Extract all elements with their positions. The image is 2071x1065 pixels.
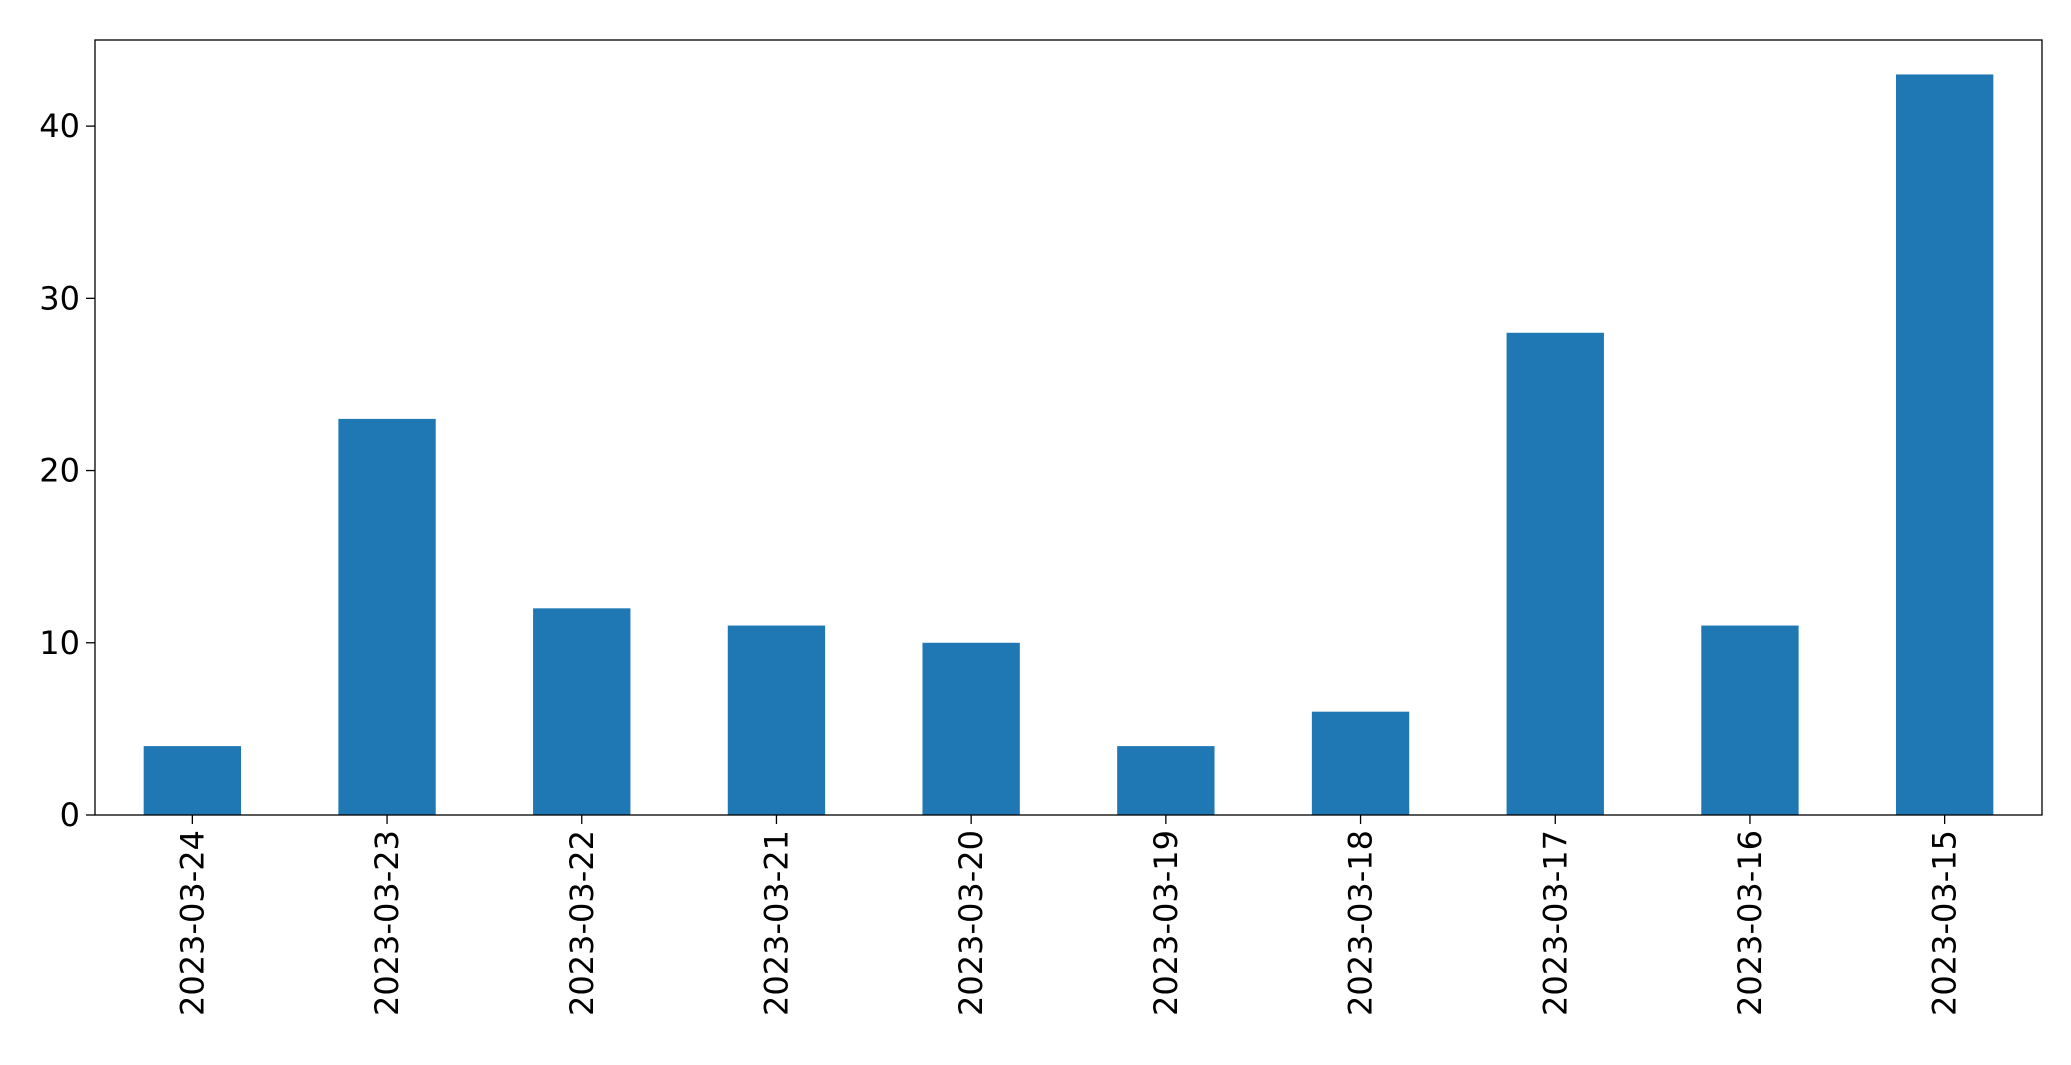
x-tick-label: 2023-03-19 <box>1147 830 1185 1016</box>
bar-2023-03-18 <box>1311 711 1410 815</box>
y-tick-label: 10 <box>39 624 80 662</box>
bar-2023-03-19 <box>1117 746 1215 815</box>
bar-2023-03-15 <box>1895 74 1994 815</box>
bar-2023-03-23 <box>338 418 436 815</box>
x-tick-label: 2023-03-23 <box>368 830 406 1016</box>
bars-layer <box>143 74 1994 815</box>
bar-2023-03-21 <box>727 625 826 815</box>
x-tick-label: 2023-03-16 <box>1731 830 1769 1016</box>
ticks-layer: 0 10 20 30 40 2023-03-24 2023-03-23 2023-03-22 2… <box>39 107 1963 1016</box>
x-tick-label: 2023-03-21 <box>757 830 795 1016</box>
bar-2023-03-17 <box>1506 332 1604 815</box>
bar-2023-03-22 <box>533 608 631 815</box>
bar-2023-03-24 <box>143 746 242 815</box>
plot-frame <box>94 39 2043 816</box>
y-tick-label: 0 <box>60 796 80 834</box>
y-tick-label: 40 <box>39 107 80 145</box>
x-tick-label: 2023-03-15 <box>1926 830 1964 1016</box>
x-tick-label: 2023-03-24 <box>173 830 211 1016</box>
y-tick-label: 30 <box>39 279 80 317</box>
y-tick-label: 20 <box>39 452 80 490</box>
x-tick-label: 2023-03-17 <box>1536 830 1574 1016</box>
x-tick-label: 2023-03-18 <box>1342 830 1380 1016</box>
bar-2023-03-20 <box>922 642 1020 815</box>
x-tick-label: 2023-03-20 <box>952 830 990 1016</box>
bar-2023-03-16 <box>1701 625 1799 815</box>
axes-layer <box>94 39 2043 816</box>
x-tick-label: 2023-03-22 <box>563 830 601 1016</box>
